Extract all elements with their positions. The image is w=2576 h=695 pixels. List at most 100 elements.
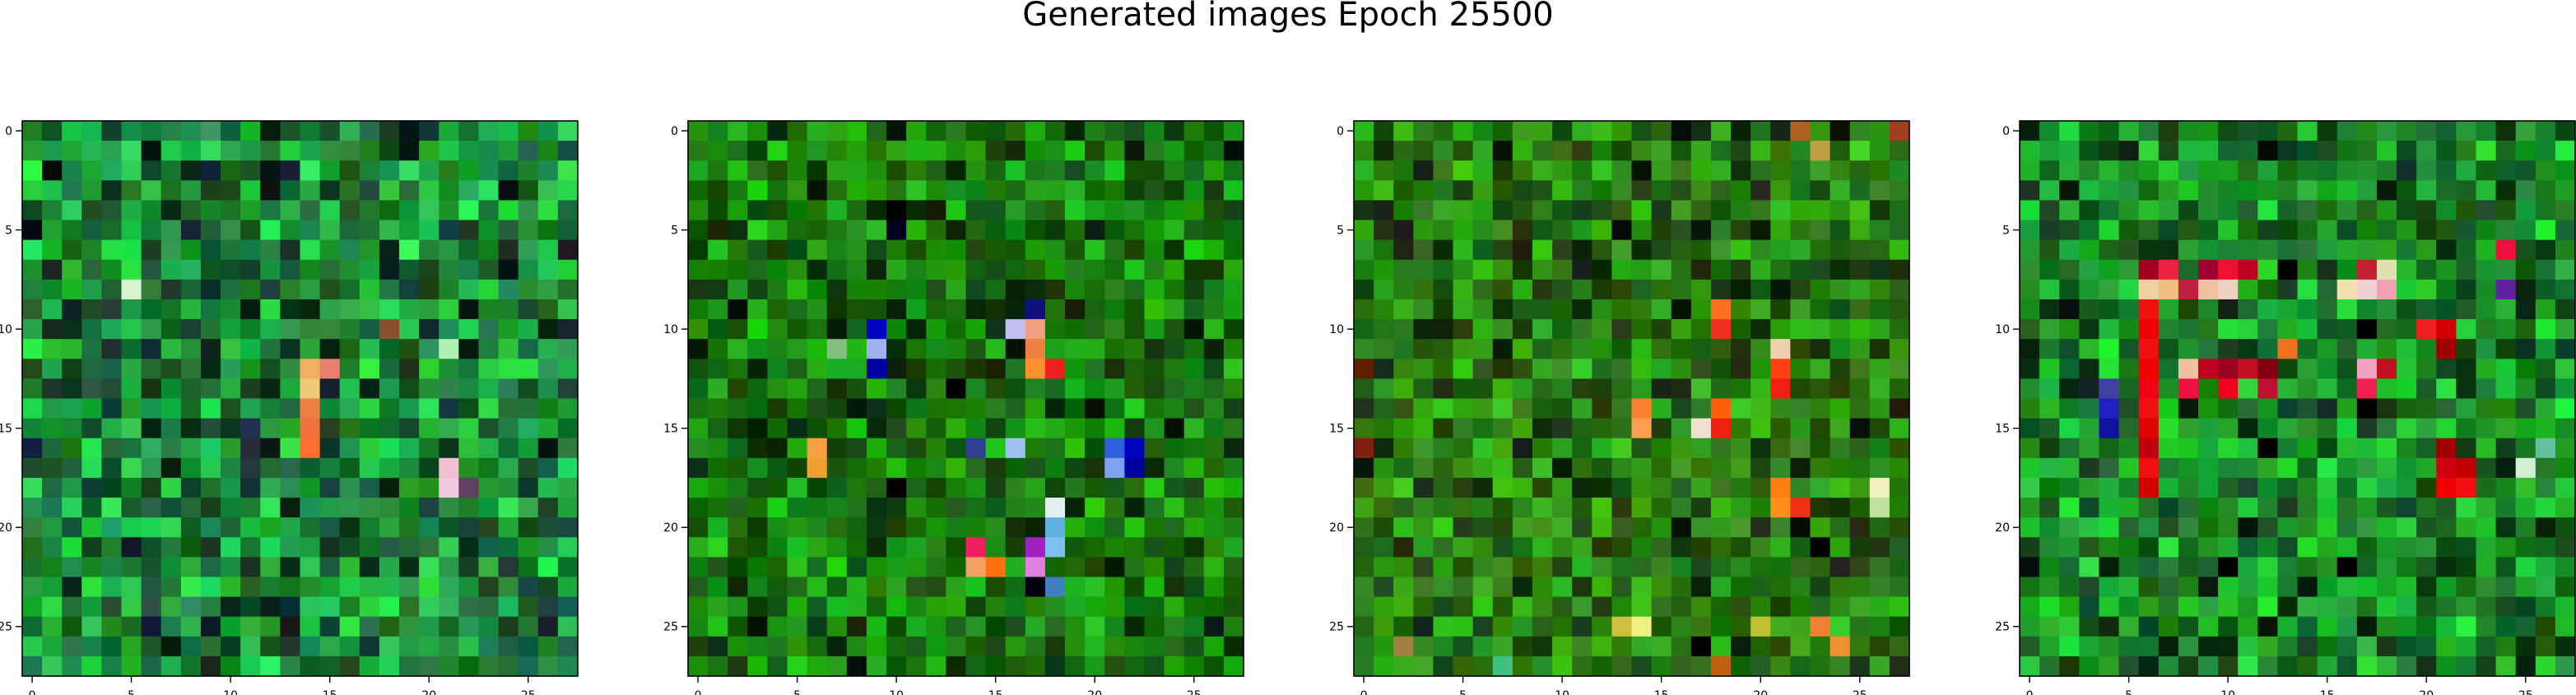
pixel-cell <box>2476 239 2496 261</box>
pixel-cell <box>22 220 43 241</box>
pixel-cell <box>787 398 808 419</box>
pixel-cell <box>965 477 987 498</box>
pixel-cell <box>1164 220 1185 241</box>
pixel-cell <box>2495 517 2517 538</box>
pixel-cell <box>1751 279 1771 300</box>
pixel-cell <box>22 239 43 261</box>
pixel-cell <box>1203 339 1225 359</box>
pixel-cell <box>2178 180 2199 201</box>
pixel-cell <box>1492 418 1514 439</box>
pixel-cell <box>1393 438 1414 459</box>
x-tick-label: 15 <box>2320 689 2335 695</box>
pixel-cell <box>965 299 987 320</box>
pixel-cell <box>2118 418 2140 439</box>
pixel-cell <box>478 200 499 220</box>
pixel-cell <box>1005 121 1026 141</box>
pixel-cell <box>926 299 946 320</box>
pixel-cell <box>62 418 82 439</box>
y-tick-label: 15 <box>1329 423 1344 436</box>
pixel-cell <box>2039 220 2060 241</box>
pixel-cell <box>906 220 927 241</box>
pixel-cell <box>2257 457 2278 479</box>
pixel-cell <box>419 220 439 241</box>
chart-title: Generated images Epoch 25500 <box>1022 0 1554 34</box>
pixel-cell <box>2218 477 2239 498</box>
pixel-cell <box>2317 160 2338 181</box>
pixel-cell <box>2416 200 2437 220</box>
pixel-cell <box>1065 259 1086 280</box>
pixel-cell <box>2118 339 2140 359</box>
pixel-cell <box>767 339 788 359</box>
pixel-cell <box>1183 537 1205 558</box>
pixel-cell <box>1044 438 1066 459</box>
pixel-cell <box>1690 557 1712 577</box>
pixel-cell <box>2337 160 2358 181</box>
pixel-cell <box>81 438 102 459</box>
pixel-cell <box>1453 596 1474 618</box>
pixel-cell <box>1183 656 1205 677</box>
pixel-cell <box>767 378 788 399</box>
pixel-cell <box>62 359 82 379</box>
pixel-cell <box>1651 359 1672 379</box>
pixel-cell <box>1849 378 1871 399</box>
pixel-cell <box>2099 239 2119 261</box>
pixel-cell <box>339 299 360 320</box>
pixel-cell <box>2059 517 2080 538</box>
pixel-cell <box>458 141 479 161</box>
pixel-cell <box>180 517 202 538</box>
pixel-cell <box>2456 577 2476 597</box>
pixel-cell <box>1770 339 1791 359</box>
pixel-cell <box>2376 160 2397 181</box>
pixel-cell <box>2158 259 2179 280</box>
pixel-cell <box>1731 557 1751 577</box>
pixel-cell <box>1453 279 1474 300</box>
pixel-cell <box>1731 457 1751 479</box>
pixel-cell <box>728 299 748 320</box>
pixel-cell <box>1203 557 1225 577</box>
pixel-cell <box>2178 121 2199 141</box>
pixel-cell <box>1124 279 1145 300</box>
pixel-cell <box>160 477 182 498</box>
pixel-cell <box>2317 418 2338 439</box>
pixel-cell <box>1552 239 1573 261</box>
pixel-cell <box>518 339 539 359</box>
pixel-cell <box>498 498 519 518</box>
pixel-cell <box>200 577 221 597</box>
pixel-cell <box>2337 220 2358 241</box>
pixel-cell <box>2416 121 2437 141</box>
pixel-cell <box>866 517 887 538</box>
pixel-cell <box>965 498 987 518</box>
pixel-cell <box>787 378 808 399</box>
pixel-cell <box>1690 517 1712 538</box>
pixel-cell <box>1183 577 1205 597</box>
pixel-cell <box>1025 596 1046 618</box>
x-tick-label: 10 <box>223 689 238 695</box>
pixel-cell <box>1710 577 1732 597</box>
pixel-cell <box>1889 279 1910 300</box>
pixel-cell <box>2238 438 2258 459</box>
pixel-cell <box>1731 498 1751 518</box>
pixel-cell <box>2277 121 2298 141</box>
pixel-cell <box>1552 180 1573 201</box>
pixel-cell <box>1453 121 1474 141</box>
pixel-cell <box>141 319 162 340</box>
pixel-cell <box>787 636 808 657</box>
pixel-cell <box>826 180 848 201</box>
pixel-cell <box>2495 656 2517 677</box>
pixel-cell <box>1552 121 1573 141</box>
pixel-cell <box>1164 457 1185 479</box>
pixel-cell <box>1731 359 1751 379</box>
pixel-cell <box>1532 557 1553 577</box>
pixel-cell <box>1492 477 1514 498</box>
pixel-cell <box>1690 438 1712 459</box>
pixel-cell <box>62 616 82 637</box>
pixel-cell <box>965 180 987 201</box>
pixel-cell <box>319 616 341 637</box>
pixel-cell <box>2158 378 2179 399</box>
pixel-cell <box>2238 299 2258 320</box>
pixel-cell <box>2039 616 2060 637</box>
pixel-cell <box>1085 339 1105 359</box>
pixel-cell <box>1631 418 1653 439</box>
pixel-cell <box>2436 299 2457 320</box>
